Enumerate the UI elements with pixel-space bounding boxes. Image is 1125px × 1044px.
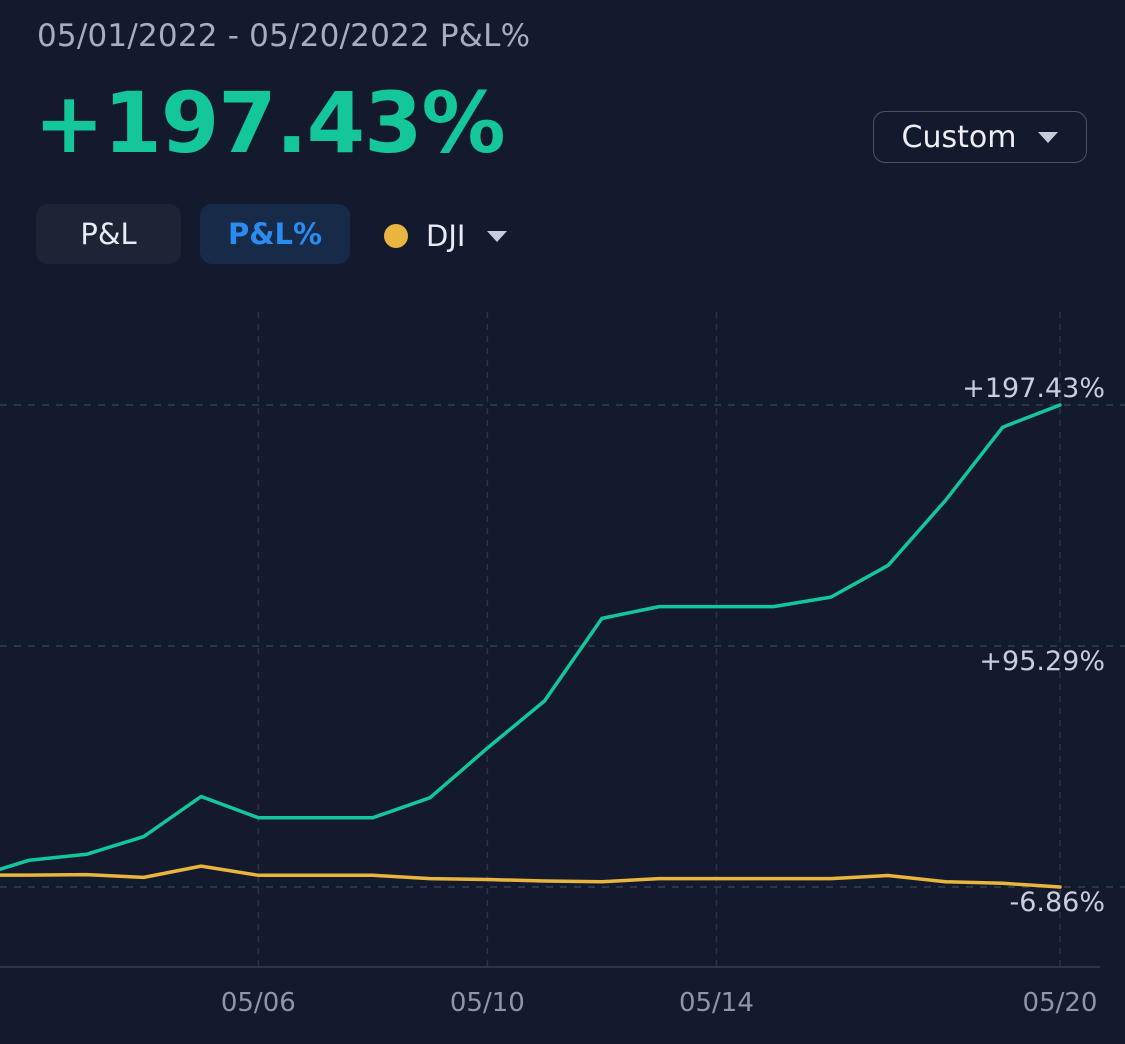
pnl-percent-value: +197.43% [34, 74, 506, 172]
y-tick-label: +95.29% [979, 646, 1105, 677]
range-dropdown-label: Custom [901, 119, 1017, 155]
tab-pnl-percent-label: P&L% [227, 217, 323, 251]
chevron-down-icon [487, 230, 508, 242]
range-dropdown[interactable]: Custom [873, 111, 1087, 163]
x-tick-label: 05/20 [1023, 988, 1098, 1018]
tab-pnl-percent[interactable]: P&L% [200, 204, 350, 264]
benchmark-label: DJI [426, 219, 466, 253]
x-tick-label: 05/10 [450, 988, 525, 1018]
benchmark-selector[interactable]: DJI [384, 218, 508, 254]
chevron-down-icon [1038, 131, 1059, 143]
y-tick-label: -6.86% [1009, 887, 1105, 918]
tab-pnl-label: P&L [80, 217, 137, 251]
x-tick-label: 05/14 [679, 988, 754, 1018]
y-tick-label: +197.43% [962, 373, 1105, 404]
tab-pnl[interactable]: P&L [36, 204, 181, 264]
series-line-pnl [0, 403, 1062, 872]
x-tick-label: 05/06 [221, 988, 296, 1018]
period-label: 05/01/2022 - 05/20/2022 P&L% [37, 18, 531, 54]
benchmark-color-dot [384, 224, 408, 248]
series-line-dji [0, 864, 1062, 889]
